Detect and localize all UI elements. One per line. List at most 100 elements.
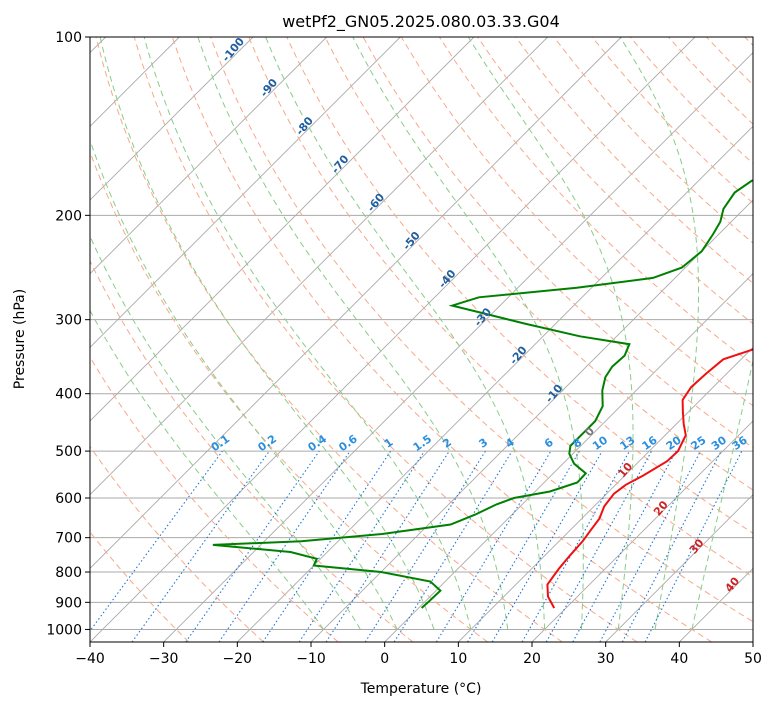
dry-adiabat-line bbox=[706, 37, 753, 86]
mixing-ratio-label: 25 bbox=[688, 434, 708, 453]
dry-adiabat-line bbox=[324, 37, 753, 491]
mixing-ratio-label: 30 bbox=[709, 433, 729, 453]
mixing-ratio-line bbox=[364, 450, 486, 642]
x-tick-label: 30 bbox=[597, 651, 615, 667]
dry-adiabat-label: -90 bbox=[258, 76, 281, 100]
mixing-ratio-label: 2 bbox=[440, 436, 454, 451]
dry-adiabat-line bbox=[591, 37, 753, 204]
dry-adiabat-label: -10 bbox=[543, 382, 566, 406]
y-tick-label: 800 bbox=[55, 565, 82, 581]
mixing-ratio-line bbox=[435, 450, 552, 642]
dry-adiabat-line bbox=[668, 37, 753, 125]
moist-adiabat-line bbox=[691, 358, 753, 630]
moist-adiabat-line bbox=[197, 37, 509, 630]
mixing-ratio-label: 16 bbox=[640, 433, 660, 453]
x-tick-label: 0 bbox=[380, 651, 389, 667]
mixing-ratio-label: 20 bbox=[664, 433, 684, 453]
mixing-ratio-label: 3 bbox=[477, 436, 491, 451]
dry-adiabat-line bbox=[90, 445, 264, 642]
background-lines bbox=[90, 37, 753, 642]
isotherm-line bbox=[90, 37, 254, 201]
dry-adiabat-label: -80 bbox=[293, 114, 316, 138]
mixing-ratio-line bbox=[185, 450, 320, 642]
x-tick-label: 10 bbox=[449, 651, 467, 667]
dry-adiabat-line bbox=[171, 37, 712, 642]
y-axis: 1000 900 800 700 600 500 400 300 200 100 bbox=[46, 30, 90, 638]
dry-adiabat-line bbox=[95, 37, 563, 642]
dry-adiabat-line bbox=[744, 37, 753, 47]
x-tick-label: 40 bbox=[670, 651, 688, 667]
dry-adiabat-label: 20 bbox=[651, 498, 671, 518]
dry-adiabat-line bbox=[90, 259, 414, 642]
dry-adiabat-label: 40 bbox=[722, 574, 742, 594]
dry-adiabat-line bbox=[286, 37, 753, 534]
mixing-ratio-label: 6 bbox=[542, 436, 556, 451]
isotherm-line bbox=[163, 52, 753, 642]
isotherm-line bbox=[605, 494, 753, 642]
moist-adiabat-line bbox=[467, 37, 634, 630]
mixing-ratio-line bbox=[262, 450, 392, 642]
x-tick-label: 50 bbox=[744, 651, 762, 667]
dry-adiabat-line bbox=[90, 356, 339, 642]
x-axis: −40 −30 −20 −10 0 10 20 30 40 50 bbox=[75, 642, 762, 667]
isotherm-line bbox=[752, 641, 753, 642]
isotherm-line bbox=[384, 273, 753, 642]
moist-adiabat-line bbox=[143, 37, 472, 630]
isotherm-line bbox=[90, 37, 327, 275]
x-tick-label: −10 bbox=[296, 651, 326, 667]
dry-adiabat-label: -50 bbox=[400, 229, 423, 253]
y-tick-label: 900 bbox=[55, 595, 82, 611]
dry-adiabat-line bbox=[133, 37, 638, 642]
mixing-ratio-line bbox=[218, 450, 351, 642]
isotherm-line bbox=[90, 37, 475, 422]
isotherm-line bbox=[531, 420, 753, 642]
dry-adiabat-label: -100 bbox=[219, 35, 247, 65]
y-tick-label: 500 bbox=[55, 444, 82, 460]
x-axis-label: Temperature (°C) bbox=[360, 681, 482, 697]
mixing-ratio-line bbox=[467, 450, 580, 642]
y-tick-label: 700 bbox=[55, 531, 82, 547]
isotherm-line bbox=[237, 125, 753, 642]
dry-adiabat-label: -30 bbox=[471, 305, 494, 329]
x-tick-label: −40 bbox=[75, 651, 105, 667]
y-tick-label: 300 bbox=[55, 313, 82, 329]
mixing-ratio-line bbox=[325, 450, 450, 642]
mixing-ratio-line bbox=[521, 450, 630, 642]
moist-adiabat-line bbox=[619, 37, 699, 630]
y-tick-label: 200 bbox=[55, 208, 82, 224]
dewpoint-line bbox=[212, 179, 753, 609]
isotherm-line bbox=[90, 37, 696, 642]
dry-adiabat-line bbox=[515, 37, 753, 284]
moist-adiabat-line bbox=[352, 37, 584, 630]
mixing-ratio-line bbox=[545, 450, 653, 642]
x-tick-label: −20 bbox=[223, 651, 253, 667]
dry-adiabat-label: -40 bbox=[436, 267, 459, 291]
isotherm-line bbox=[90, 37, 548, 496]
chart-title: wetPf2_GN05.2025.080.03.33.G04 bbox=[282, 12, 560, 32]
moist-adiabat-line bbox=[99, 37, 435, 630]
isotherm-line bbox=[90, 37, 401, 348]
dry-adiabat-label: -60 bbox=[365, 191, 388, 215]
y-tick-label: 600 bbox=[55, 491, 82, 507]
x-tick-label: −30 bbox=[149, 651, 179, 667]
dry-adiabat-label: -70 bbox=[329, 152, 352, 176]
mixing-ratio-line bbox=[393, 450, 513, 642]
dry-adiabat-line bbox=[210, 37, 753, 623]
x-tick-label: 20 bbox=[523, 651, 541, 667]
dry-adiabat-line bbox=[90, 531, 190, 642]
mixing-ratio-label: 13 bbox=[617, 434, 637, 453]
y-tick-label: 100 bbox=[55, 30, 82, 46]
mixing-ratio-line bbox=[572, 450, 677, 642]
dry-adiabat-line bbox=[438, 37, 753, 366]
dry-adiabat-label: 30 bbox=[687, 536, 707, 556]
isotherm-line bbox=[90, 37, 622, 569]
y-axis-label: Pressure (hPa) bbox=[12, 289, 28, 389]
moist-adiabat-line bbox=[265, 37, 546, 630]
temperature-line bbox=[546, 348, 753, 609]
moist-adiabat-line bbox=[90, 235, 361, 630]
moist-adiabat-line bbox=[90, 309, 324, 630]
dry-adiabat-line bbox=[553, 37, 753, 244]
mixing-ratio-label: 8 bbox=[571, 436, 585, 451]
profile-lines bbox=[212, 179, 753, 609]
moist-adiabat-line bbox=[90, 138, 398, 630]
